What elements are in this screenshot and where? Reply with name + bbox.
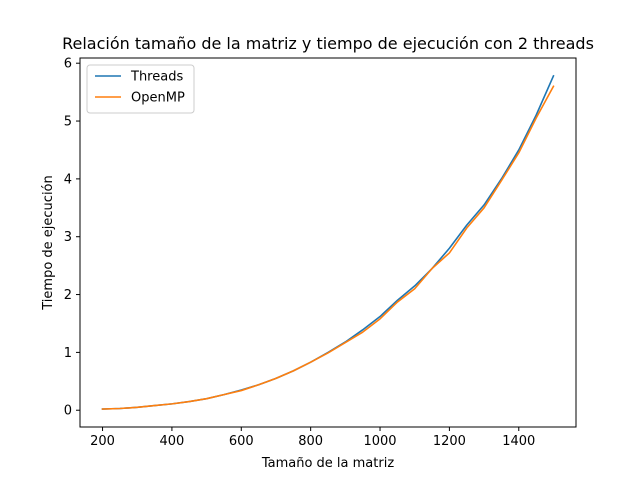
series-lines (101, 74, 555, 410)
y-tick-label: 2 (64, 288, 72, 303)
y-tick-label: 0 (64, 404, 72, 419)
y-tick-label: 3 (64, 230, 72, 245)
x-tick-label: 800 (298, 434, 323, 449)
y-axis-label: Tiempo de ejecución (41, 175, 56, 310)
y-tick-label: 4 (64, 172, 72, 187)
ticks-group: 200 400 600 800 1000 1200 1400 0 1 2 3 4 5 6 (64, 57, 536, 449)
x-tick-label: 600 (229, 434, 254, 449)
legend: Threads OpenMP (86, 64, 195, 114)
x-tick-label: 1400 (502, 434, 535, 449)
x-axis-label: Tamaño de la matriz (261, 456, 394, 471)
series-line-openmp (101, 85, 555, 410)
x-tick-label: 1200 (433, 434, 466, 449)
x-tick-label: 200 (90, 434, 115, 449)
y-tick-label: 6 (64, 57, 72, 72)
legend-label-threads: Threads (130, 70, 183, 85)
legend-box (86, 64, 195, 114)
x-tick-label: 400 (160, 434, 185, 449)
y-tick-label: 1 (64, 346, 72, 361)
legend-label-openmp: OpenMP (131, 91, 185, 106)
y-tick-label: 5 (64, 115, 72, 130)
plot-frame (79, 57, 577, 428)
x-tick-label: 1000 (363, 434, 396, 449)
chart-title: Relación tamaño de la matriz y tiempo de… (62, 34, 594, 53)
